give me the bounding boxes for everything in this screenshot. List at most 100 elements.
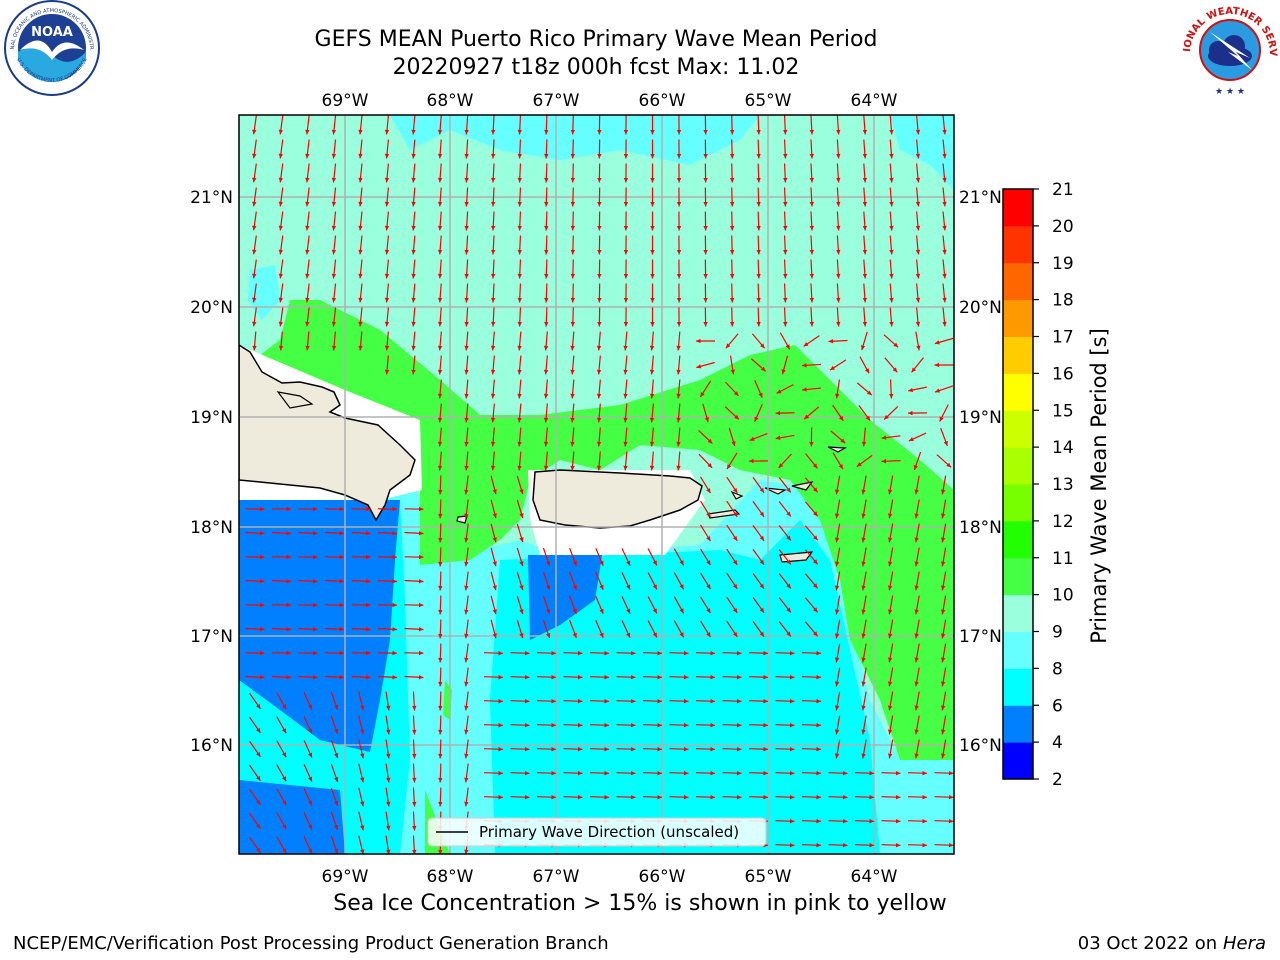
wave-arrow (809, 235, 814, 255)
wave-arrow (437, 187, 443, 207)
wave-arrow (589, 771, 610, 776)
wave-arrow (650, 163, 655, 183)
land-anegada (827, 446, 848, 453)
wave-arrow (438, 739, 443, 759)
wave-arrow (464, 379, 469, 399)
colorbar-swatch (1003, 557, 1033, 596)
wave-arrow (861, 643, 867, 663)
wave-arrow (464, 115, 469, 135)
wave-arrow (862, 163, 868, 183)
wave-arrow (271, 579, 292, 584)
wave-arrow (385, 811, 391, 831)
wave-arrow (695, 675, 716, 680)
wave-arrow (490, 523, 497, 543)
wave-arrow (303, 716, 313, 734)
wave-arrow (883, 334, 899, 348)
wave-arrow (673, 596, 685, 614)
wave-arrow (756, 163, 761, 183)
wave-arrow (563, 723, 583, 728)
wave-arrow (595, 596, 604, 614)
wave-arrow (517, 307, 522, 327)
wave-arrow (914, 475, 920, 495)
wave-arrow (252, 211, 257, 231)
wave-arrow (483, 699, 504, 704)
wave-arrow (862, 187, 868, 207)
wave-arrow (889, 163, 894, 183)
lat-label: 18°N (190, 518, 233, 538)
wave-arrow (722, 723, 742, 728)
wave-arrow (491, 259, 496, 279)
wave-arrow (464, 667, 469, 687)
wave-arrow (836, 307, 841, 327)
wave-arrow (542, 619, 551, 639)
wave-arrow (887, 667, 894, 687)
wave-arrow (358, 739, 365, 759)
wave-arrow (377, 602, 398, 608)
wave-arrow (703, 211, 708, 231)
wave-arrow (832, 452, 844, 470)
wave-arrow (437, 331, 443, 351)
wave-arrow (700, 524, 711, 542)
wave-arrow (752, 524, 765, 542)
wave-arrow (915, 283, 921, 303)
wave-arrow (252, 139, 257, 159)
wave-arrow (914, 715, 920, 735)
colorbar-swatch (1003, 631, 1033, 669)
wave-arrow (650, 187, 655, 207)
wave-arrow (809, 259, 814, 279)
wave-arrow (490, 451, 496, 471)
lon-label: 68°W (427, 91, 474, 111)
wave-arrow (358, 307, 363, 327)
colorbar-tick-label: 6 (1052, 696, 1063, 716)
wave-arrow (483, 795, 504, 800)
wave-arrow (298, 531, 318, 536)
wave-arrow (647, 596, 658, 614)
wave-arrow (775, 771, 795, 776)
wave-arrow (464, 403, 469, 423)
wave-arrow (464, 547, 469, 567)
wave-arrow (834, 739, 841, 759)
wave-arrow (942, 211, 947, 231)
wave-arrow (756, 187, 761, 207)
wave-arrow (490, 379, 496, 399)
wave-arrow (412, 715, 417, 735)
wave-arrow (351, 602, 371, 608)
wave-arrow (861, 667, 867, 687)
wave-arrow (650, 307, 655, 327)
wave-arrow (358, 187, 363, 207)
wave-arrow (887, 643, 894, 663)
wave-arrow (830, 430, 846, 444)
wave-arrow (543, 355, 549, 375)
wave-arrow (836, 235, 841, 255)
wave-arrow (544, 139, 549, 159)
lon-label: 65°W (745, 91, 792, 111)
wave-arrow (278, 259, 284, 279)
wave-arrow (642, 771, 663, 776)
wave-arrow (724, 406, 740, 420)
wave-arrow (940, 715, 947, 735)
wave-arrow (700, 620, 711, 638)
wave-arrow (437, 355, 443, 375)
wave-arrow (276, 788, 287, 806)
wave-arrow (775, 747, 795, 752)
wave-arrow (942, 283, 947, 303)
wave-arrow (358, 283, 363, 303)
lat-label: 16°N (959, 736, 1002, 756)
wave-arrow (934, 795, 954, 800)
wave-arrow (517, 115, 522, 135)
wave-arrow (881, 459, 901, 464)
colorbar-swatch (1003, 705, 1033, 743)
wave-arrow (536, 771, 557, 776)
wave-arrow (942, 307, 947, 327)
land-puerto-rico (532, 469, 703, 529)
wave-arrow (887, 691, 894, 711)
wave-arrow (303, 812, 313, 830)
wave-arrow (623, 379, 628, 399)
land-tortola (791, 481, 814, 491)
colorbar-swatch (1003, 520, 1033, 559)
wave-arrow (934, 385, 954, 393)
wave-arrow (940, 523, 947, 543)
wave-arrow (517, 331, 522, 351)
wave-arrow (778, 597, 792, 613)
wave-arrow (570, 427, 575, 447)
